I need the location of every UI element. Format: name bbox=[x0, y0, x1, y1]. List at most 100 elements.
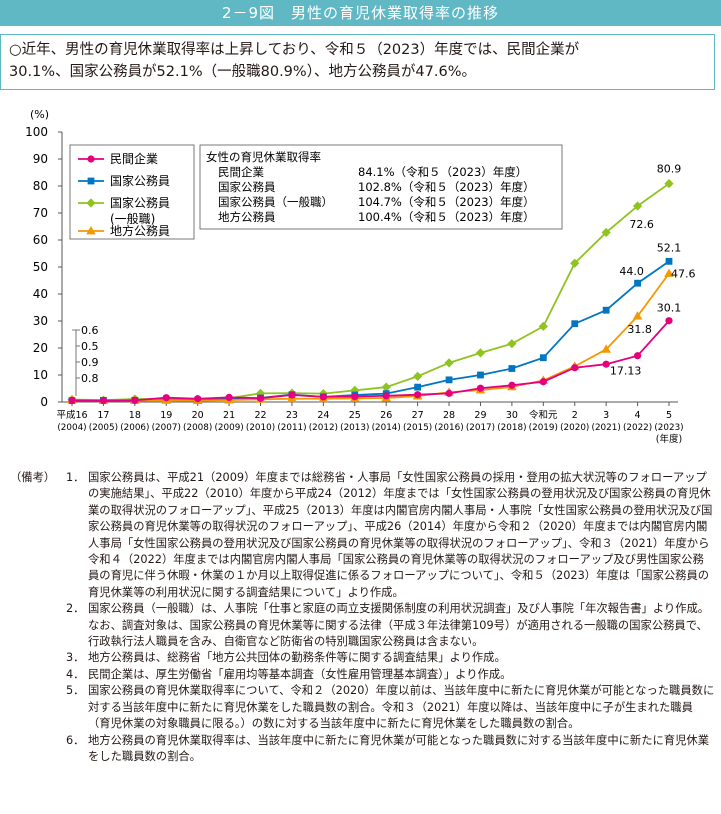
y-tick-label: 10 bbox=[33, 368, 48, 382]
data-point bbox=[508, 365, 516, 372]
series-1 bbox=[68, 317, 673, 405]
end-label: 80.9 bbox=[657, 163, 682, 176]
x-tick-label: 3 bbox=[603, 410, 609, 421]
info-row-value: 104.7%（令和５（2023）年度） bbox=[358, 195, 535, 209]
x-tick-year-label: (2021) bbox=[592, 423, 621, 433]
note-text: なお、調査対象は、国家公務員の育児休業等に関する法律（平成３年法律第109号）が… bbox=[88, 618, 708, 649]
data-point bbox=[87, 155, 95, 163]
note-item: 1． 国家公務員は、平成21（2009）年度までは総務省・人事局「女性国家公務員の… bbox=[10, 470, 715, 601]
data-point bbox=[539, 354, 547, 362]
data-point bbox=[664, 178, 674, 189]
series-line bbox=[71, 320, 670, 402]
data-point bbox=[194, 395, 202, 403]
x-tick-label: 30 bbox=[506, 410, 518, 421]
x-tick-year-label: (2012) bbox=[309, 423, 338, 433]
data-point bbox=[602, 306, 610, 314]
legend-label: 民間企業 bbox=[110, 151, 158, 166]
data-point bbox=[414, 391, 422, 399]
data-point bbox=[601, 344, 611, 353]
note-text: 国家公務員の育児休業取得率について、令和２（2020）年度以前は、当該年度中に新… bbox=[88, 684, 715, 731]
legend-label-line: 民間企業 bbox=[110, 151, 158, 166]
note-number: 5． bbox=[66, 684, 85, 698]
data-point bbox=[602, 360, 610, 368]
start-label: 0.8 bbox=[81, 372, 99, 385]
note-number: 3． bbox=[66, 651, 85, 665]
data-point bbox=[665, 257, 673, 265]
x-tick-year-label: (2014) bbox=[372, 423, 401, 433]
legend-label: 国家公務員 bbox=[110, 173, 170, 188]
x-tick-label: 4 bbox=[635, 410, 641, 421]
y-tick-label: 40 bbox=[33, 287, 48, 301]
y-tick-label: 80 bbox=[33, 179, 48, 193]
y-tick-label: 20 bbox=[33, 341, 48, 355]
x-tick-year-label: (2019) bbox=[529, 423, 558, 433]
note-text: 地方公務員は、総務省「地方公共団体の勤務条件等に関する調査結果」より作成。 bbox=[88, 651, 506, 665]
data-point bbox=[477, 371, 484, 379]
data-point bbox=[288, 391, 296, 399]
y-tick-label: 100 bbox=[25, 125, 48, 139]
data-point bbox=[444, 358, 454, 368]
data-point bbox=[87, 177, 95, 185]
x-tick-label: 26 bbox=[380, 410, 392, 421]
data-point bbox=[414, 383, 422, 391]
x-tick-year-label: (2005) bbox=[89, 423, 118, 433]
y-tick-label: 0 bbox=[40, 395, 48, 409]
series-line bbox=[71, 182, 670, 402]
x-tick-year-label: (2011) bbox=[277, 423, 306, 433]
x-tick-label: 28 bbox=[443, 410, 455, 421]
chart-area: (%) 0 10 20 30 40 50 60 70 80 90 100 平成16 (2004) 17 (2… bbox=[0, 96, 721, 466]
x-tick-year-label: (2007) bbox=[152, 423, 181, 433]
info-box: 女性の育児休業取得率 民間企業 84.1%（令和５（2023）年度） 国家公務員 10… bbox=[199, 144, 563, 230]
r4-label: 72.6 bbox=[629, 218, 654, 231]
data-point bbox=[476, 384, 485, 392]
x-tick-year-label: (2015) bbox=[403, 423, 432, 433]
legend-label-line: 国家公務員 bbox=[110, 195, 170, 210]
figure-title: 2－9図 男性の育児休業取得率の推移 bbox=[0, 0, 721, 26]
data-point bbox=[99, 397, 108, 405]
note-text: 地方公務員の育児休業取得率は、当該年度中に新たに育児休業が可能となった職員数に対… bbox=[88, 733, 709, 763]
x-tick-label: 18 bbox=[129, 410, 141, 421]
x-tick-year-label: (2008) bbox=[183, 423, 212, 433]
x-tick-label: 24 bbox=[317, 410, 329, 421]
x-tick-label: 19 bbox=[160, 410, 172, 421]
data-point bbox=[162, 394, 170, 402]
start-label: 0.9 bbox=[81, 356, 99, 369]
start-label: 0.5 bbox=[81, 340, 99, 353]
data-point bbox=[255, 388, 266, 398]
data-point bbox=[665, 317, 673, 325]
series-2 bbox=[68, 257, 673, 405]
info-row-value: 100.4%（令和５（2023）年度） bbox=[358, 210, 535, 224]
data-point bbox=[68, 396, 76, 404]
note-number: 4． bbox=[66, 667, 85, 681]
info-row-value: 84.1%（令和５（2023）年度） bbox=[358, 165, 527, 179]
legend-label: 国家公務員(一般職) bbox=[110, 195, 170, 226]
x-tick-label: 平成16 bbox=[56, 409, 87, 421]
y-tick-label: 60 bbox=[33, 233, 48, 247]
data-point bbox=[225, 393, 233, 402]
note-item: 3． 地方公務員は、総務省「地方公共団体の勤務条件等に関する調査結果」より作成。 bbox=[10, 650, 715, 666]
data-point bbox=[413, 371, 423, 381]
line-chart: (%) 0 10 20 30 40 50 60 70 80 90 100 平成16 (2004) 17 (2… bbox=[25, 108, 695, 445]
legend-label-line: 国家公務員 bbox=[110, 173, 170, 188]
series-line bbox=[71, 260, 670, 402]
x-tick-label: 20 bbox=[192, 410, 204, 421]
data-point bbox=[664, 268, 674, 277]
note-item: 2． 国家公務員（一般職）は、人事院「仕事と家庭の両立支援関係制度の利用状況調査」… bbox=[10, 601, 715, 617]
x-tick-label: 令和元 bbox=[529, 409, 558, 421]
data-point bbox=[382, 392, 390, 400]
x-tick-label: 17 bbox=[97, 410, 109, 421]
data-point bbox=[601, 227, 611, 238]
r4-label: 17.13 bbox=[610, 365, 642, 378]
x-tick-label: 23 bbox=[286, 410, 298, 421]
notes-section: （備考） 1． 国家公務員は、平成21（2009）年度までは総務省・人事局「女性国… bbox=[10, 470, 715, 765]
data-point bbox=[445, 389, 453, 397]
data-point bbox=[86, 198, 96, 208]
start-label: 0.6 bbox=[81, 324, 99, 337]
info-row-value: 102.8%（令和５（2023）年度） bbox=[358, 180, 535, 194]
notes-heading: （備考） bbox=[10, 471, 56, 484]
series-4 bbox=[67, 268, 674, 405]
leader-line bbox=[72, 329, 77, 396]
data-point bbox=[538, 321, 548, 331]
note-text: 民間企業は、厚生労働省「雇用均等基本調査（女性雇用管理基本調査）」より作成。 bbox=[88, 667, 512, 681]
